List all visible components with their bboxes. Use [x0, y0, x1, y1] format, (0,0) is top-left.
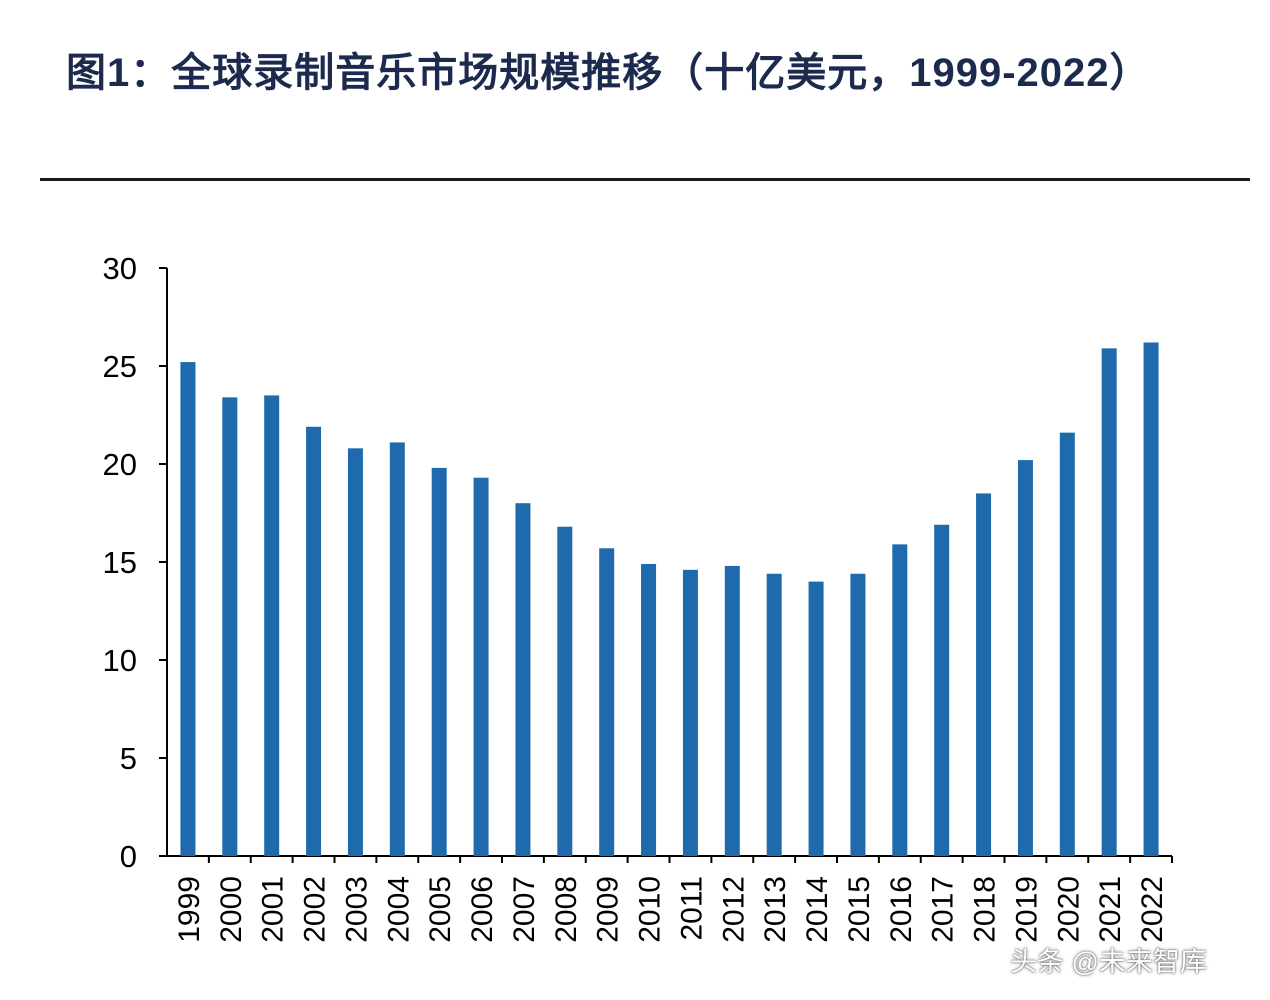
bar-2004	[389, 442, 405, 856]
bar-2002	[306, 426, 322, 856]
x-tick-label: 2019	[1010, 876, 1043, 943]
bar-2017	[934, 524, 950, 856]
bar-2019	[1017, 460, 1033, 856]
x-tick-label: 2002	[299, 876, 332, 943]
x-tick-label: 2003	[340, 876, 373, 943]
bar-2015	[850, 573, 866, 856]
watermark: 头条 @未来智库	[1010, 947, 1207, 977]
x-tick-label: 2014	[801, 876, 834, 943]
chart-title: 图1：全球录制音乐市场规模推移（十亿美元，1999-2022）	[66, 51, 1151, 95]
x-tick-label: 2000	[215, 876, 248, 943]
bar-2010	[641, 563, 657, 856]
x-tick-label: 2021	[1094, 876, 1127, 943]
bar-2020	[1059, 432, 1075, 856]
x-tick-label: 2011	[675, 876, 708, 941]
x-tick-label: 2005	[424, 876, 457, 943]
y-tick-label: 5	[120, 741, 137, 776]
x-tick-label: 2018	[969, 876, 1002, 943]
x-tick-label: 2020	[1052, 876, 1085, 943]
x-tick-label: 1999	[173, 876, 206, 943]
x-tick-label: 2006	[466, 876, 499, 943]
bar-2005	[431, 467, 447, 856]
x-tick-label: 2017	[927, 876, 960, 943]
y-tick-label: 10	[103, 643, 137, 678]
bar-2011	[682, 569, 698, 856]
x-tick-label: 2010	[634, 876, 667, 943]
y-tick-label: 0	[120, 839, 137, 874]
y-tick-label: 30	[103, 251, 137, 286]
bar-2022	[1143, 342, 1159, 857]
bar-2016	[892, 544, 908, 856]
bar-2007	[515, 503, 531, 856]
x-tick-label: 2001	[257, 876, 290, 943]
bar-2018	[976, 493, 992, 856]
x-tick-label: 2015	[843, 876, 876, 943]
x-tick-label: 2016	[885, 876, 918, 943]
bar-2008	[557, 526, 573, 856]
bar-2012	[724, 565, 740, 856]
x-tick-label: 2004	[382, 876, 415, 943]
bar-2021	[1101, 348, 1117, 856]
bar-1999	[180, 362, 196, 856]
bar-2014	[808, 581, 824, 856]
x-tick-label: 2013	[759, 876, 792, 943]
x-tick-label: 2008	[550, 876, 583, 943]
y-tick-label: 20	[103, 447, 137, 482]
y-tick-label: 15	[103, 545, 137, 580]
x-tick-label: 2022	[1136, 876, 1169, 943]
bar-2006	[473, 477, 489, 856]
x-tick-label: 2007	[508, 876, 541, 943]
bar-2009	[599, 548, 615, 856]
bar-2013	[766, 573, 782, 856]
title-divider	[40, 178, 1250, 181]
x-tick-label: 2012	[717, 876, 750, 943]
x-tick-label: 2009	[592, 876, 625, 943]
bar-2003	[347, 448, 363, 856]
bar-2001	[264, 395, 280, 856]
y-tick-label: 25	[103, 349, 137, 384]
bar-2000	[222, 397, 238, 856]
